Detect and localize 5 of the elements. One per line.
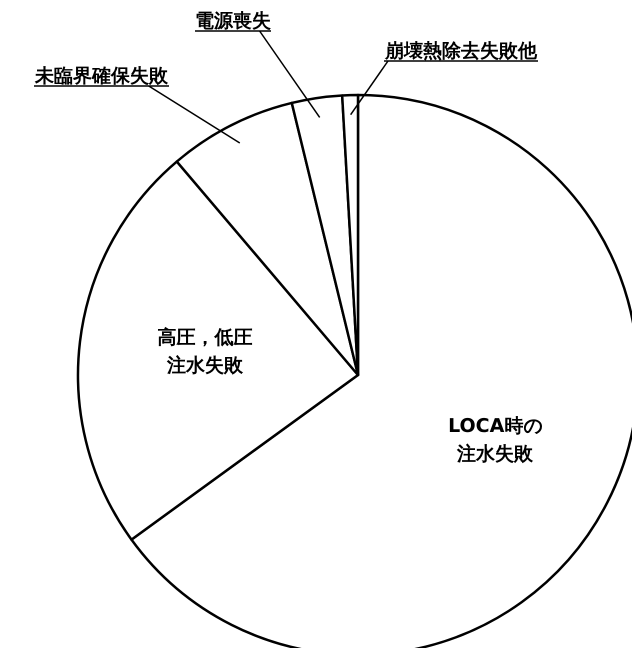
slice-label: LOCA時の注水失敗: [448, 414, 542, 465]
slice-label: 電源喪失: [195, 10, 271, 32]
slice-label: 崩壊熱除去失敗他: [384, 40, 538, 62]
slice-label: 高圧，低圧注水失敗: [158, 326, 253, 377]
slice-label: 未臨界確保失敗: [34, 65, 169, 87]
